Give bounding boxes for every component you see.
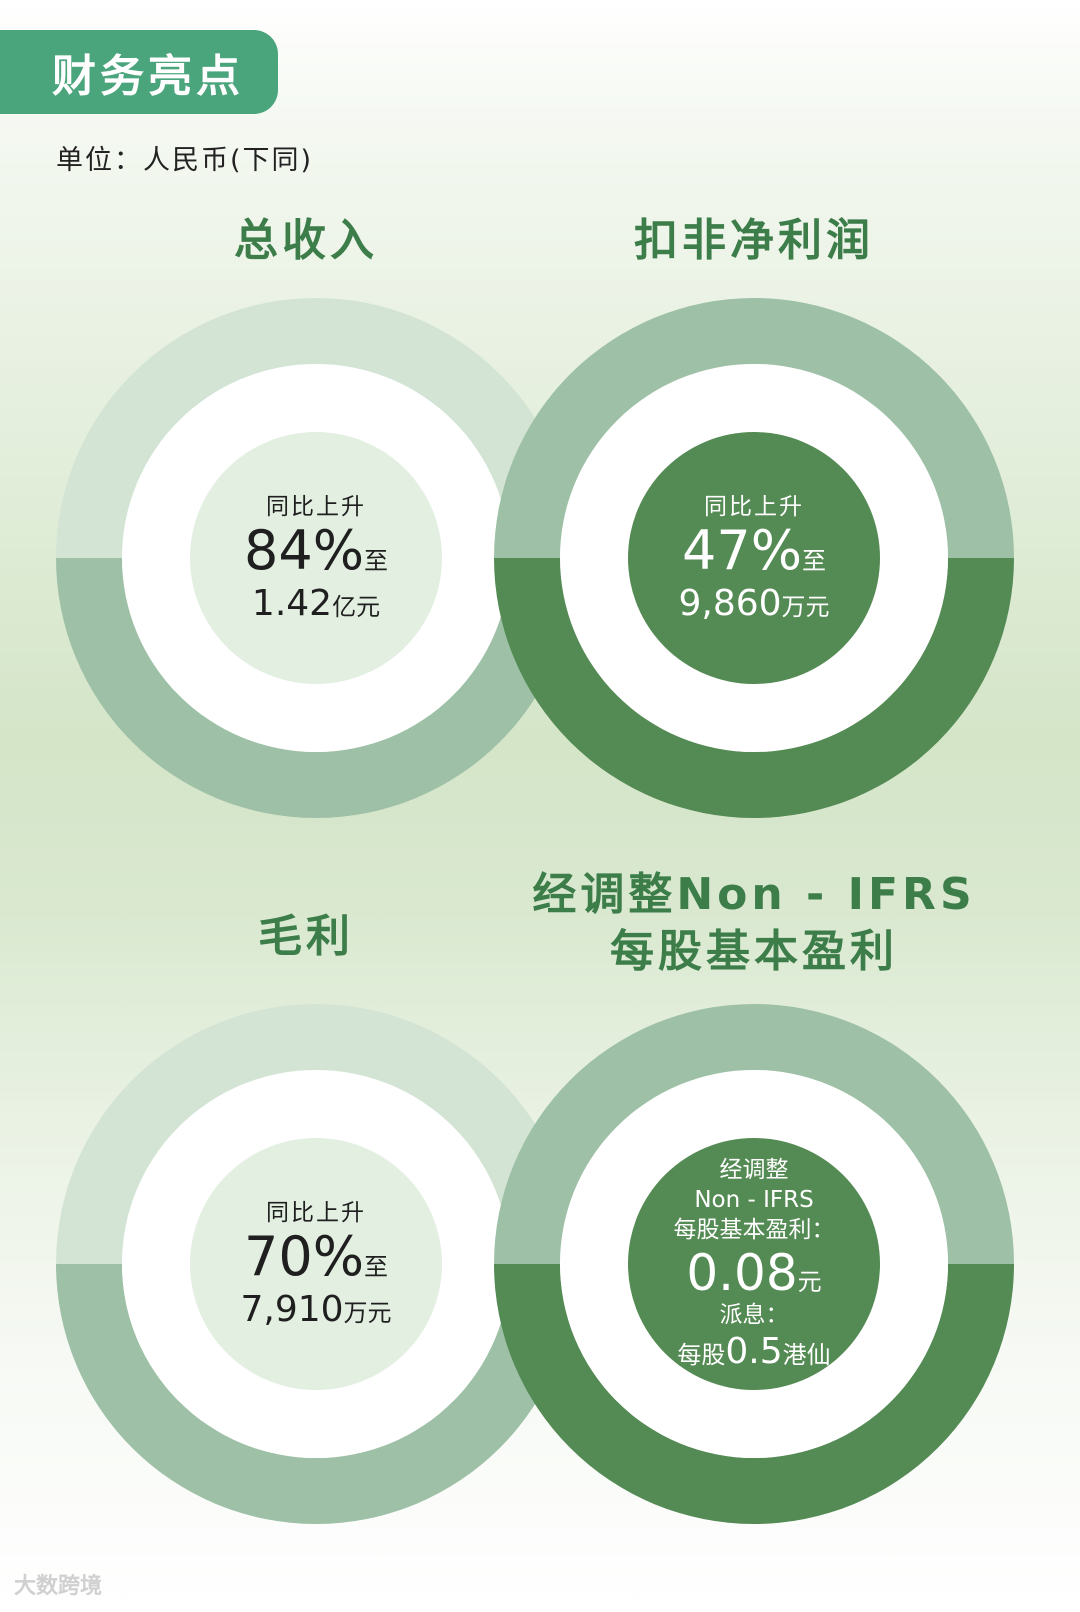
- net-profit-ring-bottom: [494, 558, 1014, 818]
- eps-label-line2: Non - IFRS: [694, 1187, 814, 1214]
- net-profit-value-unit: 万元: [781, 593, 830, 622]
- net-profit-percent: 47%: [681, 519, 803, 582]
- eps-ring-bottom: [494, 1264, 1014, 1524]
- gross-profit-ring: [56, 1004, 576, 1524]
- eps-value-unit: 元: [797, 1267, 822, 1296]
- eps-center: 经调整 Non - IFRS 每股基本盈利： 0.08元 派息： 每股0.5港仙: [494, 1004, 1014, 1524]
- eps-dividend-label: 派息：: [719, 1301, 789, 1328]
- eps-title-line2: 每股基本盈利: [610, 926, 898, 978]
- revenue-center-disc: [190, 432, 442, 684]
- revenue-to: 至: [364, 547, 389, 575]
- gross-profit-title: 毛利: [258, 911, 354, 962]
- net-profit-to: 至: [802, 547, 827, 575]
- eps-value: 0.08: [686, 1243, 798, 1302]
- unit-note: 单位：人民币(下同): [56, 145, 314, 176]
- gross-profit-ring-top: [56, 1004, 576, 1264]
- eps-title-line1: 经调整Non - IFRS: [532, 869, 976, 920]
- net-profit-value: 9,860: [678, 583, 782, 625]
- revenue-percent: 84%: [243, 519, 365, 582]
- revenue-value-unit: 亿元: [332, 593, 381, 622]
- gross-profit-label: 同比上升: [266, 1200, 366, 1226]
- section-header-tab: 财务亮点: [0, 30, 278, 114]
- revenue-ring-top: [56, 298, 576, 558]
- gross-profit-center-disc: [190, 1138, 442, 1390]
- gross-profit-donut: 同比上升 70%至 7,910万元: [56, 1004, 576, 1524]
- eps-ring: [494, 1004, 1014, 1524]
- net-profit-ring: [494, 298, 1014, 818]
- eps-ring-top: [494, 1004, 1014, 1264]
- revenue-center: 同比上升 84%至 1.42亿元: [56, 298, 576, 818]
- eps-dividend-unit: 港仙: [782, 1340, 831, 1369]
- gross-profit-center: 同比上升 70%至 7,910万元: [56, 1004, 576, 1524]
- revenue-ring: [56, 298, 576, 818]
- net-profit-center: 同比上升 47%至 9,860万元: [494, 298, 1014, 818]
- eps-dividend-value: 0.5: [725, 1330, 783, 1372]
- net-profit-ring-top: [494, 298, 1014, 558]
- gross-profit-value-unit: 万元: [343, 1299, 392, 1328]
- eps-label-line3: 每股基本盈利：: [673, 1217, 835, 1243]
- eps-donut: 经调整 Non - IFRS 每股基本盈利： 0.08元 派息： 每股0.5港仙: [494, 1004, 1014, 1524]
- eps-center-disc: [628, 1138, 880, 1390]
- eps-dividend-prefix: 每股: [677, 1340, 726, 1369]
- revenue-label: 同比上升: [266, 494, 366, 520]
- net-profit-label: 同比上升: [704, 494, 804, 520]
- section-header-title: 财务亮点: [52, 51, 244, 102]
- revenue-title: 总收入: [234, 215, 378, 266]
- watermark-text: 大数跨境: [14, 1574, 103, 1599]
- revenue-donut: 同比上升 84%至 1.42亿元: [56, 298, 576, 818]
- eps-label-line1: 经调整: [719, 1157, 789, 1184]
- net-profit-title: 扣非净利润: [634, 215, 874, 266]
- watermark: 大数跨境: [14, 1568, 102, 1600]
- revenue-ring-bottom: [56, 558, 576, 818]
- net-profit-donut: 同比上升 47%至 9,860万元: [494, 298, 1014, 818]
- gross-profit-value: 7,910: [240, 1289, 344, 1331]
- gross-profit-ring-bottom: [56, 1264, 576, 1524]
- gross-profit-to: 至: [364, 1253, 389, 1281]
- eps-title: 经调整Non - IFRS 每股基本盈利: [494, 866, 1014, 980]
- net-profit-center-disc: [628, 432, 880, 684]
- gross-profit-percent: 70%: [243, 1225, 365, 1288]
- revenue-value: 1.42: [251, 583, 333, 625]
